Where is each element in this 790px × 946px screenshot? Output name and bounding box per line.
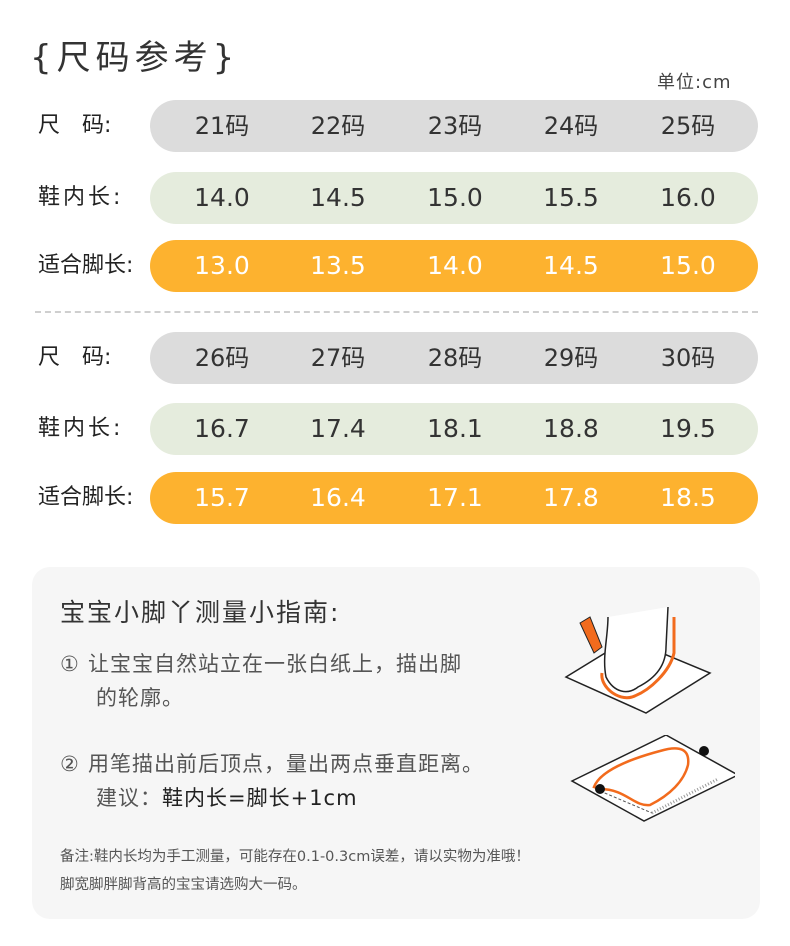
guide-step-1: ① 让宝宝自然站立在一张白纸上，描出脚 的轮廓。 <box>60 647 462 715</box>
cell: 15.5 <box>543 183 599 212</box>
cell: 28码 <box>427 344 483 372</box>
cell: 17.8 <box>543 483 599 512</box>
cell: 29码 <box>543 344 599 372</box>
cell: 14.5 <box>310 183 366 212</box>
cell: 23码 <box>427 112 483 140</box>
guide-title: 宝宝小脚丫测量小指南: <box>60 598 341 627</box>
row-label: 适合脚长: <box>38 253 134 278</box>
unit-label: 单位:cm <box>657 72 732 93</box>
cell: 18.8 <box>543 414 599 443</box>
cell: 24码 <box>543 112 599 140</box>
cell: 16.4 <box>310 483 366 512</box>
row-label: 尺 码: <box>38 345 112 370</box>
page-title: {尺码参考} <box>30 38 240 78</box>
cell: 26码 <box>194 344 250 372</box>
row-pill: 26码 27码 28码 29码 30码 <box>150 332 758 384</box>
cell: 14.0 <box>427 251 483 280</box>
measure-guide: 宝宝小脚丫测量小指南: ① 让宝宝自然站立在一张白纸上，描出脚 的轮廓。 ② 用笔描… <box>32 567 760 919</box>
note-line: 备注:鞋内长均为手工测量，可能存在0.1-0.3cm误差，请以实物为准哦！ <box>60 849 530 865</box>
cell: 15.0 <box>427 183 483 212</box>
step-number: ② <box>60 752 80 776</box>
cell: 22码 <box>310 112 366 140</box>
cell: 27码 <box>310 344 366 372</box>
cell: 21码 <box>194 112 250 140</box>
row-pill: 15.7 16.4 17.1 17.8 18.5 <box>150 472 758 524</box>
foot-tracing-illustration <box>564 607 712 714</box>
inner-length-row: 鞋内长: 16.7 17.4 18.1 18.8 19.5 <box>0 403 790 455</box>
foot-length-row: 适合脚长: 13.0 13.5 14.0 14.5 15.0 <box>0 240 790 292</box>
foot-measure-illustration <box>570 735 735 822</box>
row-label: 适合脚长: <box>38 485 134 510</box>
cell: 18.5 <box>660 483 716 512</box>
cell: 19.5 <box>660 414 716 443</box>
row-label: 鞋内长: <box>38 416 124 441</box>
row-pill: 14.0 14.5 15.0 15.5 16.0 <box>150 172 758 224</box>
row-pill: 16.7 17.4 18.1 18.8 19.5 <box>150 403 758 455</box>
step-text: 让宝宝自然站立在一张白纸上，描出脚 <box>88 652 462 676</box>
row-label: 鞋内长: <box>38 185 124 210</box>
cell: 15.0 <box>660 251 716 280</box>
note-line: 脚宽脚胖脚背高的宝宝请选购大一码。 <box>60 877 307 893</box>
cell: 17.4 <box>310 414 366 443</box>
cell: 30码 <box>660 344 716 372</box>
cell: 16.0 <box>660 183 716 212</box>
note: 备注:鞋内长均为手工测量，可能存在0.1-0.3cm误差，请以实物为准哦！ 脚宽… <box>60 843 530 899</box>
cell: 13.0 <box>194 251 250 280</box>
step-text: 用笔描出前后顶点，量出两点垂直距离。 <box>88 752 484 776</box>
row-label: 尺 码: <box>38 113 112 138</box>
guide-step-2: ② 用笔描出前后顶点，量出两点垂直距离。 建议：鞋内长=脚长+1cm <box>60 747 484 815</box>
step-text: 的轮廓。 <box>96 686 184 710</box>
size-row: 尺 码: 21码 22码 23码 24码 25码 <box>0 100 790 152</box>
foot-length-row: 适合脚长: 15.7 16.4 17.1 17.8 18.5 <box>0 472 790 524</box>
cell: 17.1 <box>427 483 483 512</box>
row-pill: 13.0 13.5 14.0 14.5 15.0 <box>150 240 758 292</box>
divider <box>35 311 758 313</box>
suggest-label: 建议： <box>96 786 162 810</box>
cell: 15.7 <box>194 483 250 512</box>
size-row: 尺 码: 26码 27码 28码 29码 30码 <box>0 332 790 384</box>
step-number: ① <box>60 652 80 676</box>
inner-length-row: 鞋内长: 14.0 14.5 15.0 15.5 16.0 <box>0 172 790 224</box>
cell: 18.1 <box>427 414 483 443</box>
cell: 25码 <box>660 112 716 140</box>
cell: 14.0 <box>194 183 250 212</box>
cell: 16.7 <box>194 414 250 443</box>
cell: 13.5 <box>310 251 366 280</box>
formula: 鞋内长=脚长+1cm <box>162 786 358 810</box>
row-pill: 21码 22码 23码 24码 25码 <box>150 100 758 152</box>
cell: 14.5 <box>543 251 599 280</box>
